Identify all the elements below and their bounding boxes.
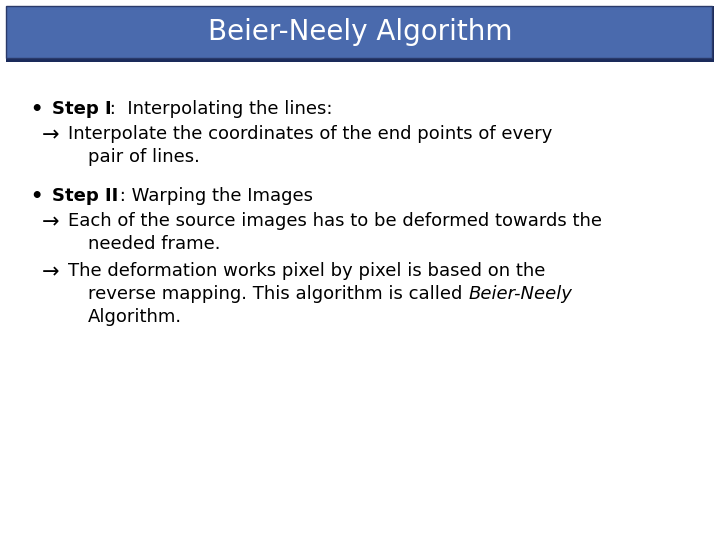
Text: •: •	[30, 187, 42, 206]
Text: Step I: Step I	[52, 100, 112, 118]
Text: →: →	[42, 125, 60, 145]
Text: pair of lines.: pair of lines.	[88, 148, 200, 166]
Text: Algorithm.: Algorithm.	[88, 308, 182, 326]
Text: Each of the source images has to be deformed towards the: Each of the source images has to be defo…	[68, 212, 602, 230]
Text: needed frame.: needed frame.	[88, 235, 220, 253]
Text: :  Interpolating the lines:: : Interpolating the lines:	[104, 100, 333, 118]
Text: Interpolate the coordinates of the end points of every: Interpolate the coordinates of the end p…	[68, 125, 552, 143]
Bar	[6, 6, 712, 58]
Text: Beier-Neely Algorithm: Beier-Neely Algorithm	[208, 18, 512, 46]
Text: →: →	[42, 212, 60, 232]
Text: →: →	[42, 262, 60, 282]
Text: reverse mapping. This algorithm is called: reverse mapping. This algorithm is calle…	[88, 285, 468, 303]
Text: Beier-Neely: Beier-Neely	[468, 285, 572, 303]
Text: : Warping the Images: : Warping the Images	[114, 187, 313, 205]
Bar	[6, 6, 714, 62]
Text: The deformation works pixel by pixel is based on the: The deformation works pixel by pixel is …	[68, 262, 545, 280]
Text: •: •	[30, 100, 42, 119]
Text: Step II: Step II	[52, 187, 118, 205]
